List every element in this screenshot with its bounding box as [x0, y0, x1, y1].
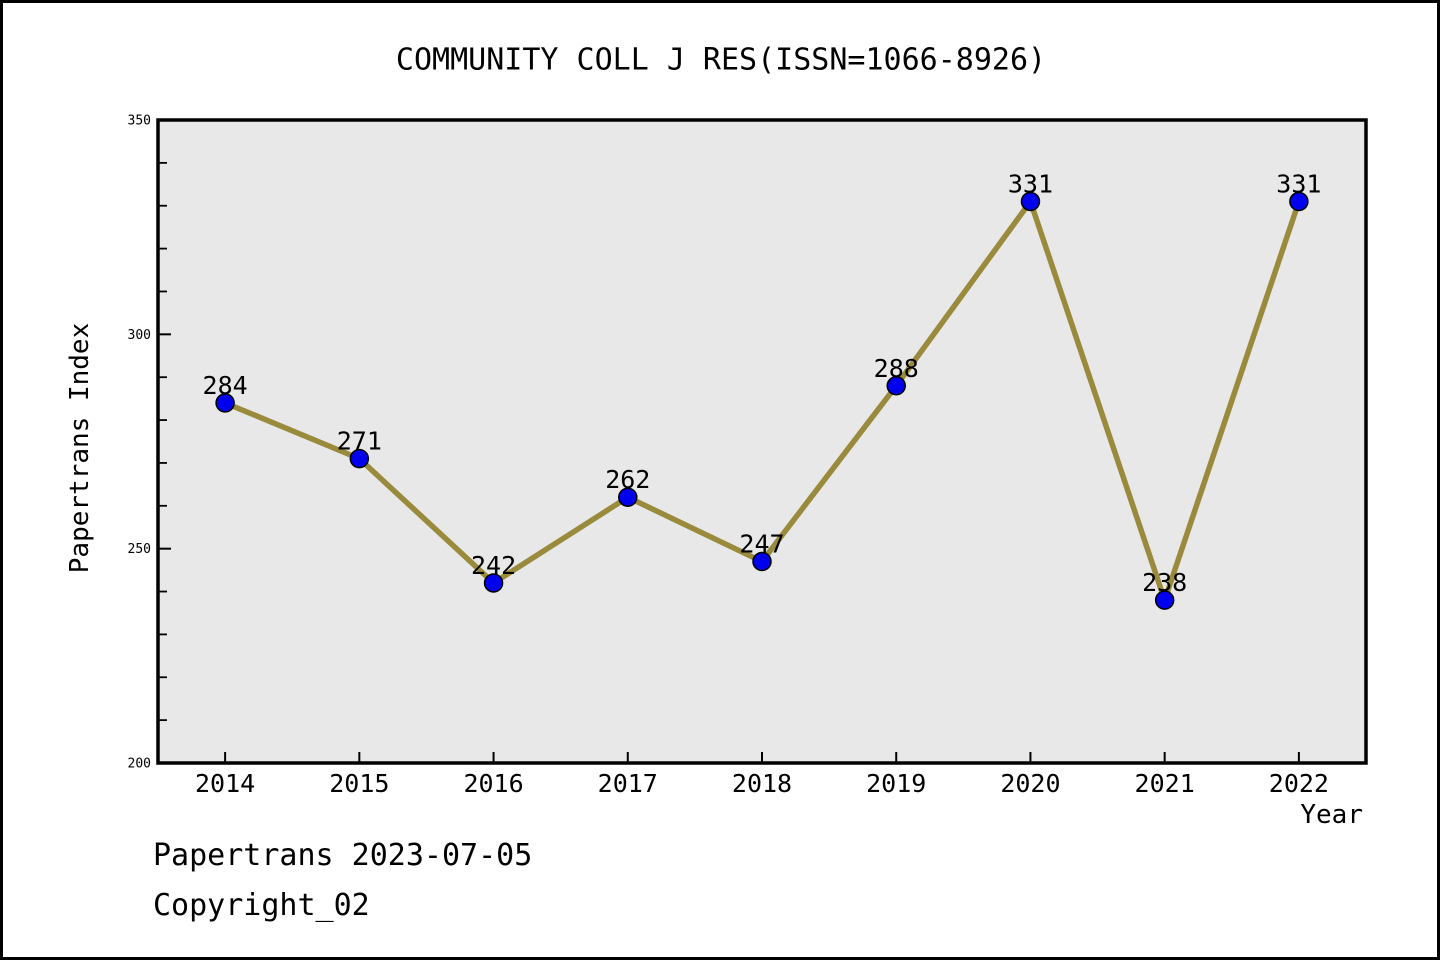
- data-point: [349, 448, 370, 469]
- x-tick-label: 2017: [598, 769, 658, 798]
- data-point-label: 284: [203, 371, 248, 400]
- data-point: [1154, 590, 1175, 610]
- data-point: [886, 376, 906, 396]
- footer-copyright: Copyright_02: [153, 888, 370, 923]
- x-tick-label: 2019: [866, 769, 926, 798]
- x-tick-label: 2015: [329, 769, 389, 798]
- data-point-label: 242: [471, 551, 516, 580]
- chart-title: COMMUNITY COLL J RES(ISSN=1066-8926): [395, 42, 1047, 78]
- x-tick-label: 2014: [195, 769, 255, 798]
- y-tick-label: 300: [128, 328, 151, 343]
- data-point-label: 288: [874, 354, 919, 383]
- x-axis-title: Year: [1300, 800, 1363, 830]
- chart-canvas: 200 250 300 350 2014 2015 2016 2017 2018 2019 2020…: [128, 114, 1368, 798]
- y-tick-label: 350: [128, 114, 151, 129]
- data-point-label: 262: [605, 465, 650, 494]
- data-point: [215, 393, 235, 413]
- data-point: [618, 487, 638, 507]
- x-tick-label: 2020: [1000, 769, 1060, 798]
- data-point-label: 247: [739, 530, 784, 559]
- x-tick-label: 2018: [732, 769, 792, 798]
- data-point: [483, 573, 504, 593]
- y-tick-label: 200: [128, 757, 151, 772]
- data-point-label: 238: [1142, 568, 1187, 597]
- data-point-label: 331: [1008, 169, 1053, 198]
- footer-date: Papertrans 2023-07-05: [153, 838, 533, 873]
- plot-area: [156, 118, 1368, 765]
- data-point-label: 271: [337, 427, 382, 456]
- x-tick-label: 2022: [1269, 769, 1329, 798]
- x-tick-label: 2021: [1135, 769, 1195, 798]
- data-point: [752, 551, 772, 572]
- data-point-label: 331: [1276, 169, 1321, 198]
- data-point: [1020, 191, 1041, 212]
- y-tick-label: 250: [128, 542, 151, 557]
- data-point: [1289, 191, 1309, 212]
- x-tick-label: 2016: [463, 769, 523, 798]
